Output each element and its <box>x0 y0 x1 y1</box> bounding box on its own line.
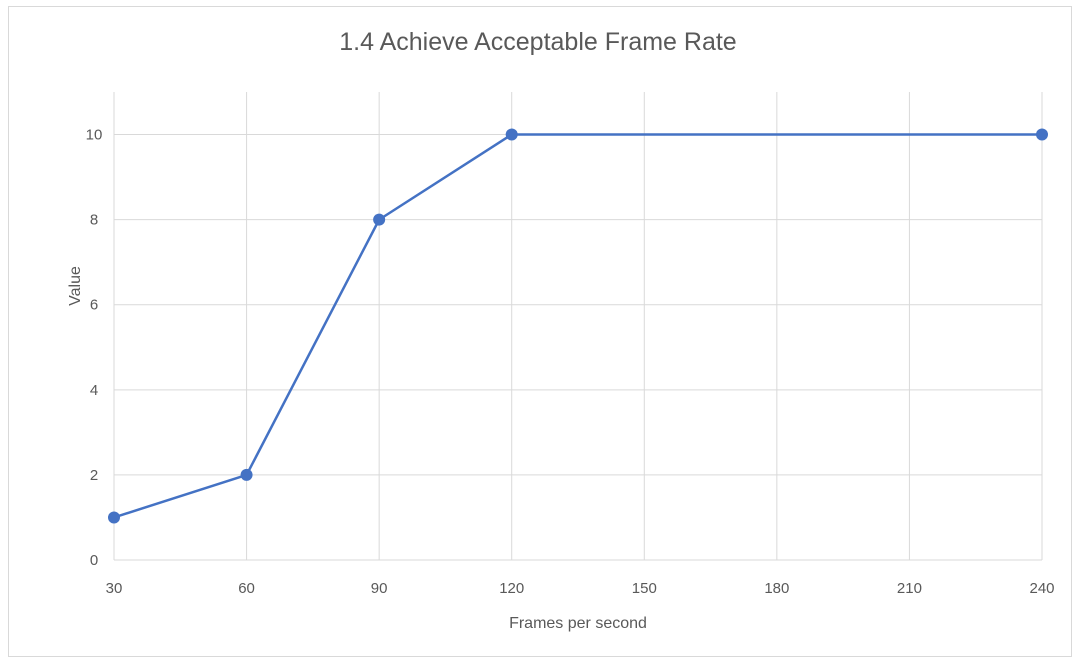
series-line-0 <box>113 133 1042 519</box>
y-tick-label-6: 6 <box>90 297 98 314</box>
x-tick-label-90: 90 <box>371 580 388 597</box>
y-tick-label-4: 4 <box>90 382 98 399</box>
chart-title: 1.4 Achieve Acceptable Frame Rate <box>339 28 737 56</box>
x-tick-label-210: 210 <box>897 580 922 597</box>
y-tick-label-0: 0 <box>90 552 98 569</box>
x-tick-label-120: 120 <box>499 580 524 597</box>
data-point-120 <box>505 128 518 141</box>
y-axis-title: Value <box>67 266 84 306</box>
data-point-60 <box>240 468 253 481</box>
data-point-30 <box>108 511 120 524</box>
x-tick-label-180: 180 <box>764 580 789 597</box>
data-point-90 <box>373 213 386 226</box>
y-tick-label-2: 2 <box>90 467 98 484</box>
y-tick-label-8: 8 <box>90 212 98 229</box>
series-group <box>108 128 1048 524</box>
vertical-gridlines <box>113 92 1043 560</box>
x-tick-label-30: 30 <box>106 580 123 597</box>
x-tick-label-240: 240 <box>1029 580 1054 597</box>
chart-frame <box>8 6 1072 657</box>
x-tick-label-60: 60 <box>238 580 255 597</box>
x-axis-title: Frames per second <box>509 615 647 632</box>
y-axis-tick-labels: 0 2 4 6 8 10 <box>86 127 103 569</box>
y-tick-label-10: 10 <box>86 127 103 144</box>
x-tick-label-150: 150 <box>632 580 657 597</box>
horizontal-gridlines <box>114 134 1042 561</box>
data-point-240 <box>1036 128 1048 141</box>
x-axis-tick-labels: 30 60 90 120 150 180 210 240 <box>106 580 1055 597</box>
